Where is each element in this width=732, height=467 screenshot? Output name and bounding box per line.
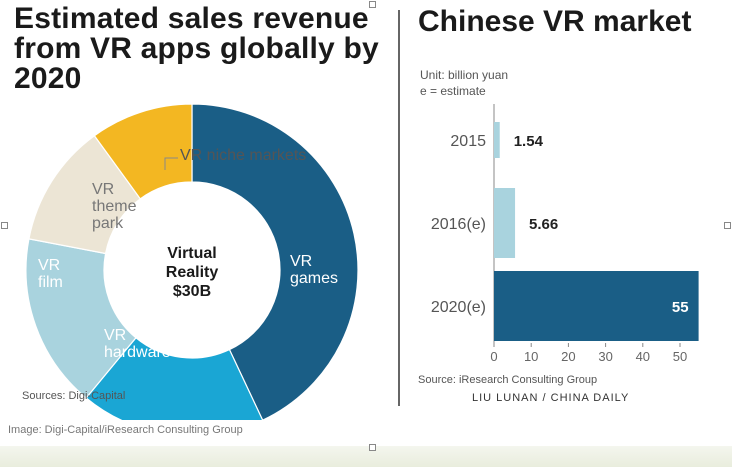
- bar-title: Chinese VR market: [418, 5, 692, 38]
- resize-handle-left[interactable]: [1, 222, 8, 229]
- resize-handle-top[interactable]: [369, 1, 376, 8]
- donut-title: Estimated sales revenue from VR apps glo…: [14, 2, 379, 95]
- resize-handle-right[interactable]: [724, 222, 731, 229]
- bar-source: Source: iResearch Consulting Group: [418, 374, 598, 386]
- bar-value-label: 55: [672, 299, 689, 316]
- donut-label-vr-theme-park: VR theme park: [92, 181, 137, 232]
- x-tick-label: 0: [490, 349, 497, 364]
- x-tick-label: 30: [598, 349, 612, 364]
- donut-label-vr-hardware: VR hardware: [104, 327, 171, 361]
- donut-slice-vr-games: [191, 103, 359, 420]
- bottom-strip: [0, 446, 732, 467]
- bar-credit: LIU LUNAN / CHINA DAILY: [472, 392, 630, 404]
- donut-slice-vr-niche-markets: [93, 103, 193, 200]
- x-tick-label: 40: [636, 349, 650, 364]
- donut-hole: [105, 183, 279, 357]
- niche-leader-line: [164, 157, 178, 170]
- bar-value-label: 1.54: [514, 133, 544, 150]
- donut-label-vr-games: VR games: [290, 253, 338, 287]
- x-tick-label: 20: [561, 349, 575, 364]
- donut-chart: VR games VR hardware VR film VR theme park VR nic…: [25, 103, 359, 420]
- bar-2020e: [494, 271, 699, 341]
- bar-unit-note: Unit: billion yuan: [420, 68, 509, 82]
- bar-2015: [494, 122, 500, 158]
- image-caption: Image: Digi-Capital/iResearch Consulting…: [8, 424, 243, 436]
- donut-label-vr-film: VR film: [38, 257, 63, 291]
- donut-label-vr-niche-markets: VR niche markets: [180, 147, 306, 164]
- bar-category-label: 2020(e): [431, 299, 486, 316]
- donut-center-label: Virtual Reality $30B: [166, 245, 219, 300]
- bar-chart: 0 10 20 30 40 50 2015 1.54 2016(e) 5.66 2020(e) 55: [431, 104, 699, 364]
- bar-category-label: 2016(e): [431, 216, 486, 233]
- bar-value-label: 5.66: [529, 216, 558, 233]
- x-tick-label: 10: [524, 349, 538, 364]
- bar-category-label: 2015: [450, 133, 486, 150]
- donut-source: Sources: Digi-Capital: [22, 390, 126, 402]
- bar-2016e: [494, 188, 516, 258]
- x-tick-label: 50: [673, 349, 687, 364]
- donut-slice-vr-hardware: [85, 336, 264, 420]
- resize-handle-bottom[interactable]: [369, 444, 376, 451]
- bar-estimate-note: e = estimate: [420, 84, 486, 98]
- panel-divider: [398, 10, 400, 406]
